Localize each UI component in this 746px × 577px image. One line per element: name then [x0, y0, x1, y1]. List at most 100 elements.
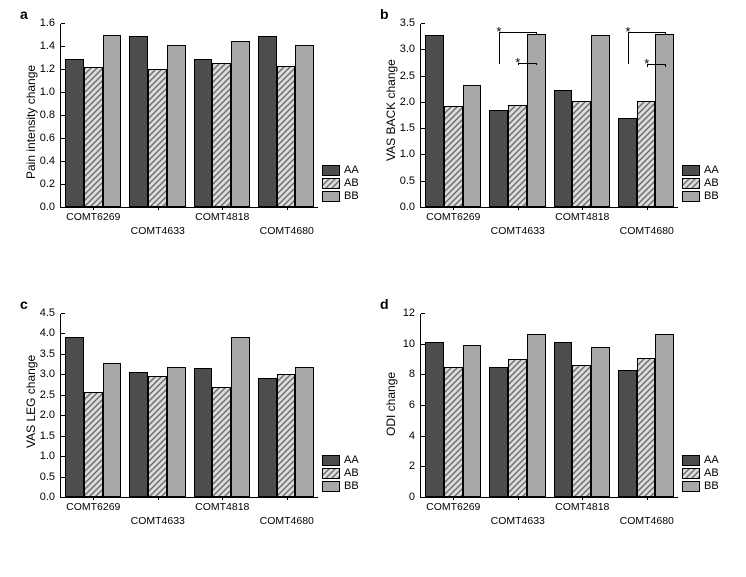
ytick: 0.0 — [40, 491, 61, 503]
xlabel: COMT4680 — [620, 225, 674, 237]
bar-group — [614, 334, 678, 497]
xlabel: COMT4818 — [555, 211, 609, 223]
xlabel: COMT4633 — [491, 225, 545, 237]
bar-AA — [258, 378, 277, 497]
legend-item: BB — [322, 480, 359, 492]
xlabel: COMT6269 — [426, 211, 480, 223]
legend-item: AB — [682, 467, 719, 479]
bar-group — [125, 367, 189, 497]
bar-group — [550, 342, 614, 497]
ytick: 0.0 — [400, 201, 421, 213]
ytick: 8 — [409, 368, 421, 380]
legend-swatch-BB — [682, 191, 700, 202]
legend-swatch-AA — [322, 455, 340, 466]
ytick: 3.5 — [40, 348, 61, 360]
legend-label: AB — [704, 177, 719, 189]
xlabel: COMT6269 — [66, 211, 120, 223]
panel-label-d: d — [380, 296, 389, 312]
bar-BB — [527, 334, 546, 497]
legend-swatch-AB — [322, 468, 340, 479]
legend-label: AB — [344, 467, 359, 479]
legend-item: BB — [682, 480, 719, 492]
legend-label: BB — [704, 480, 719, 492]
sig-bracket — [518, 63, 537, 64]
bar-AB — [212, 387, 231, 497]
ytick: 2.5 — [400, 70, 421, 82]
legend-label: AA — [344, 164, 359, 176]
ytick: 0.0 — [40, 201, 61, 213]
ytick: 10 — [403, 338, 421, 350]
bar-BB — [655, 34, 674, 207]
bar-AB — [148, 69, 167, 207]
legend-item: BB — [682, 190, 719, 202]
panel-label-b: b — [380, 6, 389, 22]
bar-AA — [194, 59, 213, 207]
bar-group — [61, 35, 125, 208]
bar-group — [61, 337, 125, 497]
legend-label: AB — [344, 177, 359, 189]
bar-AB — [637, 358, 656, 497]
ytick: 1.2 — [40, 63, 61, 75]
ytick: 0.2 — [40, 178, 61, 190]
bar-BB — [463, 345, 482, 497]
ylabel-b: VAS BACK change — [384, 59, 398, 161]
bar-AA — [618, 118, 637, 207]
bar-AB — [277, 374, 296, 497]
bar-BB — [591, 347, 610, 497]
xlabel: COMT4633 — [131, 515, 185, 527]
ytick: 0 — [409, 491, 421, 503]
bar-AA — [425, 342, 444, 497]
plot-area-a: 0.00.20.40.60.81.01.21.41.6COMT6269COMT4… — [60, 24, 318, 208]
ytick: 0.4 — [40, 155, 61, 167]
ytick: 0.8 — [40, 109, 61, 121]
bar-BB — [463, 85, 482, 207]
legend-c: AAABBB — [322, 454, 359, 493]
ytick: 0.5 — [40, 471, 61, 483]
ytick: 2.0 — [400, 96, 421, 108]
bars-c — [61, 314, 318, 497]
sig-bracket — [647, 64, 666, 65]
ytick: 1.0 — [40, 86, 61, 98]
legend-item: AB — [322, 467, 359, 479]
legend-label: BB — [344, 190, 359, 202]
bar-AB — [84, 392, 103, 497]
xlabels-d: COMT6269COMT4633COMT4818COMT4680 — [421, 497, 678, 531]
panel-label-a: a — [20, 6, 28, 22]
bar-group — [485, 334, 549, 497]
bar-BB — [231, 41, 250, 207]
bar-AB — [508, 105, 527, 208]
bar-AA — [129, 372, 148, 497]
legend-item: BB — [322, 190, 359, 202]
bar-AB — [148, 376, 167, 497]
plot-area-b: 0.00.51.01.52.02.53.03.5****COMT6269COMT… — [420, 24, 678, 208]
legend-label: AB — [704, 467, 719, 479]
legend-item: AA — [682, 454, 719, 466]
legend-item: AA — [322, 454, 359, 466]
bar-BB — [591, 35, 610, 207]
bar-AB — [508, 359, 527, 497]
bar-BB — [655, 334, 674, 497]
bars-d — [421, 314, 678, 497]
ytick: 2.5 — [40, 389, 61, 401]
legend-item: AA — [322, 164, 359, 176]
ytick: 1.5 — [400, 122, 421, 134]
xlabel: COMT6269 — [66, 501, 120, 513]
ytick: 1.6 — [40, 17, 61, 29]
bars-b — [421, 24, 678, 207]
bar-group — [190, 337, 254, 497]
sig-star: * — [644, 56, 649, 71]
bar-AA — [554, 342, 573, 497]
bar-AB — [84, 67, 103, 207]
ytick: 1.4 — [40, 40, 61, 52]
bar-AB — [277, 66, 296, 207]
legend-label: BB — [704, 190, 719, 202]
bar-BB — [103, 363, 122, 497]
ytick: 0.6 — [40, 132, 61, 144]
ytick: 0.5 — [400, 175, 421, 187]
sig-star: * — [515, 55, 520, 70]
bar-AA — [554, 90, 573, 207]
bar-BB — [527, 34, 546, 207]
bar-BB — [103, 35, 122, 208]
bar-BB — [167, 45, 186, 207]
bar-group — [550, 35, 614, 207]
